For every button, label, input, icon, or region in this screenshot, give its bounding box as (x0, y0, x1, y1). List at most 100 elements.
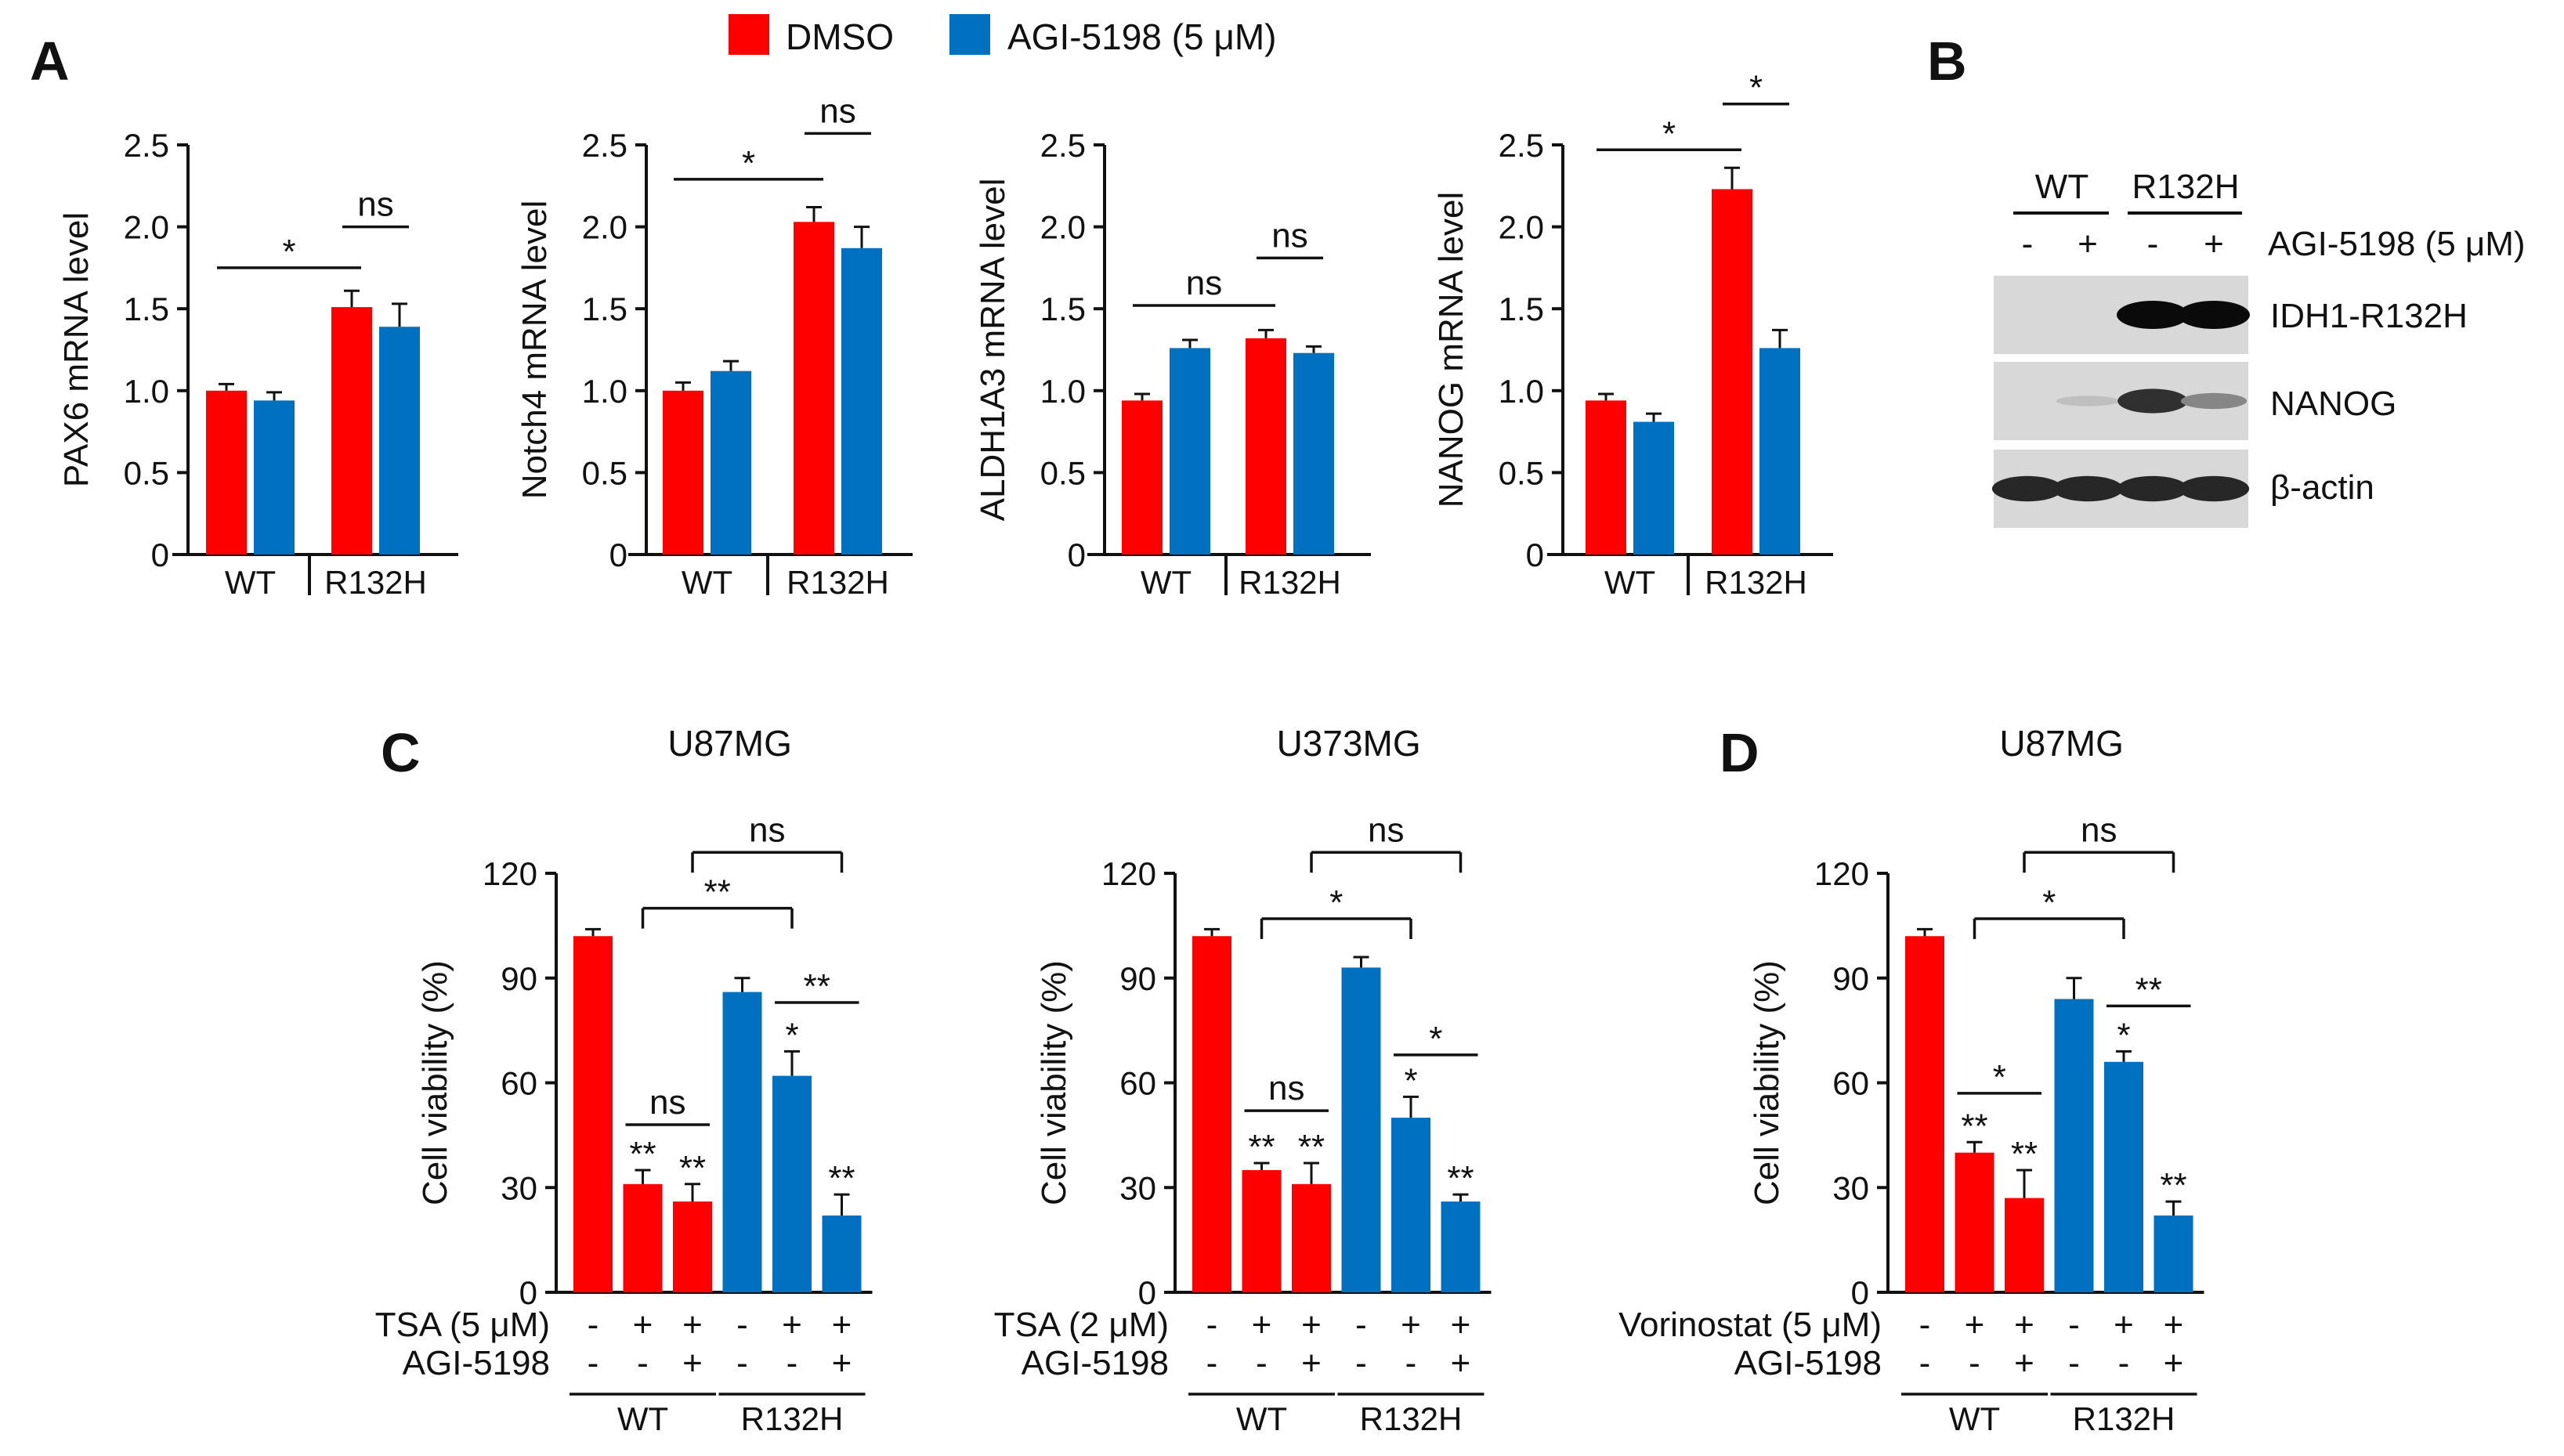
bar (1586, 400, 1626, 555)
group-label-r132h: R132H (741, 1400, 844, 1437)
bar (2054, 999, 2094, 1292)
treatment-sign: + (1451, 1306, 1471, 1344)
y-tick-label: 120 (483, 855, 537, 892)
agi-sign: + (2014, 1344, 2034, 1382)
significance-label: * (1429, 1020, 1442, 1058)
bar (573, 936, 613, 1292)
y-tick-label: 2.0 (1499, 209, 1544, 246)
chart-title: U373MG (1277, 723, 1421, 764)
y-tick-label: 60 (501, 1065, 537, 1102)
bar (663, 390, 703, 555)
treatment-sign: - (736, 1306, 748, 1344)
group-label-wt: WT (1141, 564, 1192, 601)
significance-label: ** (704, 873, 731, 912)
treatment-label: TSA (2 μM) (994, 1306, 1169, 1344)
agi-sign: + (1451, 1344, 1471, 1382)
legend: DMSO AGI-5198 (5 μM) (729, 14, 1277, 57)
treatment-sign: + (832, 1306, 852, 1344)
bar (1122, 400, 1163, 555)
significance-label: ns (649, 1083, 685, 1122)
y-tick-label: 1.0 (124, 373, 169, 410)
bar (1712, 189, 1752, 555)
agi-sign: - (2118, 1344, 2130, 1382)
y-tick-label: 1.0 (582, 373, 627, 410)
treatment-sign: - (588, 1306, 599, 1344)
treatment-sign: + (782, 1306, 802, 1344)
significance-label: * (1329, 883, 1343, 922)
bar (822, 1215, 862, 1292)
bar (379, 327, 420, 555)
y-tick-label: 1.5 (124, 291, 169, 327)
bar (331, 307, 372, 555)
y-tick-label: 90 (501, 960, 537, 997)
panel-label-c: C (381, 722, 421, 783)
bar-significance-label: ** (1248, 1128, 1275, 1166)
bar (1905, 936, 1944, 1292)
wb-sign-1: - (2022, 225, 2034, 263)
y-tick-label: 30 (1119, 1169, 1156, 1206)
y-tick-label: 1.5 (1499, 291, 1544, 327)
wb-group-label-wt: WT (2035, 168, 2088, 206)
bar (711, 370, 751, 555)
significance-label: ns (1368, 811, 1404, 849)
y-tick-label: 120 (1101, 855, 1156, 892)
y-tick-label: 0.5 (1040, 454, 1086, 491)
y-tick-label: 0 (1851, 1274, 1869, 1311)
bar-significance-label: ** (629, 1135, 656, 1173)
bar (794, 222, 834, 555)
bar (623, 1183, 663, 1292)
y-tick-label: 2.5 (582, 127, 627, 164)
legend-swatch-dmso (729, 14, 769, 55)
agi-sign: - (1206, 1344, 1218, 1382)
treatment-sign: - (1919, 1306, 1931, 1344)
agi-sign: - (1256, 1344, 1268, 1382)
y-axis-label: ALDH1A3 mRNA level (974, 179, 1012, 522)
wb-sign-4: + (2204, 225, 2224, 263)
agi-sign: - (1355, 1344, 1367, 1382)
bar (1170, 348, 1210, 555)
y-axis-label: Cell viability (%) (1748, 960, 1786, 1205)
wb-band-label-idh1: IDH1-R132H (2270, 297, 2468, 335)
bar-significance-label: ** (1298, 1128, 1325, 1166)
y-tick-label: 0 (1068, 537, 1086, 573)
bar-significance-label: ** (1447, 1159, 1474, 1198)
chart-nanog: 0 0.5 1.0 1.5 2.0 2.5 NANOG mRNA level WT R132H *… (1432, 69, 1833, 601)
group-label-wt: WT (1949, 1400, 2000, 1437)
y-axis-label: Cell viability (%) (1035, 960, 1073, 1205)
treatment-sign: + (2114, 1306, 2134, 1344)
significance-label: ns (1186, 264, 1222, 302)
y-tick-label: 0 (151, 537, 169, 573)
significance-label: * (1993, 1058, 2006, 1097)
agi-sign: + (1301, 1344, 1322, 1382)
agi-sign: + (682, 1344, 703, 1382)
y-tick-label: 30 (501, 1169, 537, 1206)
agi-sign: - (588, 1344, 599, 1382)
significance-label: ** (2135, 970, 2162, 1009)
y-tick-label: 2.5 (1040, 127, 1086, 164)
treatment-sign: + (1252, 1306, 1272, 1344)
y-axis-label: Cell viability (%) (416, 960, 454, 1205)
bar (1341, 967, 1381, 1292)
significance-label: ns (819, 92, 855, 130)
y-tick-label: 0.5 (1499, 454, 1544, 491)
blot-band (2117, 388, 2188, 414)
bar-significance-label: ** (2160, 1166, 2186, 1205)
chart-aldh1a3: 0 0.5 1.0 1.5 2.0 2.5 ALDH1A3 mRNA level WT R132… (974, 127, 1371, 601)
y-tick-label: 0.5 (582, 454, 627, 491)
y-tick-label: 2.5 (1499, 127, 1544, 164)
treatment-sign: + (1301, 1306, 1322, 1344)
treatment-sign: + (633, 1306, 653, 1344)
bar-significance-label: ** (2011, 1135, 2038, 1173)
wb-treatment-label: AGI-5198 (5 μM) (2268, 225, 2526, 263)
bar (1292, 1183, 1331, 1292)
y-tick-label: 0 (1138, 1274, 1156, 1311)
wb-band-label-nanog: NANOG (2270, 385, 2396, 423)
group-label-r132h: R132H (324, 564, 427, 601)
chart-pax6: 0 0.5 1.0 1.5 2.0 2.5 PAX6 mRNA level WT R132H * n… (57, 127, 458, 601)
significance-label: * (1662, 114, 1676, 153)
legend-label-agi: AGI-5198 (5 μM) (1007, 16, 1277, 57)
